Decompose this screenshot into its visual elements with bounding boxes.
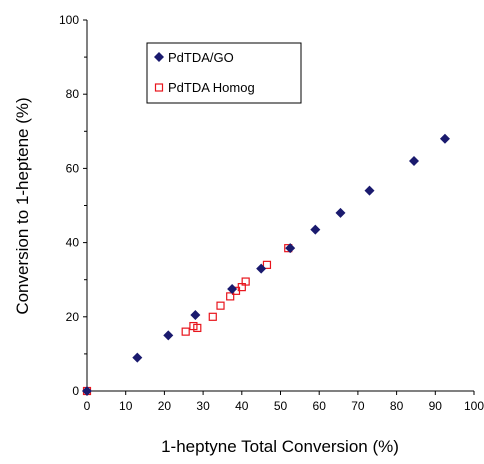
x-tick-label: 40 <box>235 399 249 413</box>
point-pdtda-go <box>256 263 267 274</box>
x-tick-label: 70 <box>351 399 365 413</box>
x-tick-label: 30 <box>196 399 210 413</box>
point-pdtda-homog <box>226 292 235 301</box>
y-tick-label: 80 <box>66 87 80 101</box>
point-pdtda-go <box>285 243 296 254</box>
point-pdtda-go <box>82 386 92 396</box>
x-tick-label: 20 <box>158 399 172 413</box>
y-axis-title: Conversion to 1-heptene (%) <box>13 97 32 314</box>
point-pdtda-go <box>310 224 321 235</box>
legend: PdTDA/GO PdTDA Homog <box>146 42 302 104</box>
point-pdtda-homog <box>208 312 217 321</box>
point-pdtda-go <box>335 207 346 218</box>
legend-label-pdtda-go: PdTDA/GO <box>168 50 234 65</box>
y-tick-label: 60 <box>66 161 80 175</box>
x-tick-label: 0 <box>84 399 91 413</box>
y-tick-label: 20 <box>66 310 80 324</box>
point-pdtda-go <box>190 309 201 320</box>
point-pdtda-go <box>439 133 450 144</box>
point-pdtda-go <box>163 330 174 341</box>
point-pdtda-go <box>132 352 143 363</box>
legend-box <box>146 42 302 104</box>
x-axis-ticks: 0 10 20 30 40 50 60 70 80 90 100 <box>84 391 484 413</box>
series-layer <box>82 133 450 396</box>
point-pdtda-go <box>364 185 375 196</box>
y-axis-ticks: 0 20 40 60 80 100 <box>59 13 87 398</box>
point-pdtda-homog <box>262 260 272 269</box>
x-tick-label: 60 <box>313 399 327 413</box>
legend-marker-pdtda-homog <box>154 83 164 92</box>
point-pdtda-go <box>227 283 238 294</box>
point-pdtda-homog <box>241 277 250 286</box>
x-tick-label: 80 <box>390 399 404 413</box>
point-pdtda-homog <box>181 327 190 336</box>
y-tick-label: 40 <box>66 236 80 250</box>
legend-marker-pdtda-go <box>154 52 164 62</box>
x-tick-label: 90 <box>429 399 443 413</box>
y-tick-label: 100 <box>59 13 79 27</box>
y-tick-label: 0 <box>72 384 79 398</box>
point-pdtda-homog <box>216 301 225 310</box>
x-tick-label: 50 <box>274 399 288 413</box>
legend-label-pdtda-homog: PdTDA Homog <box>168 80 255 95</box>
x-tick-label: 100 <box>464 399 484 413</box>
point-pdtda-go <box>409 155 420 166</box>
point-pdtda-homog <box>193 323 202 333</box>
x-tick-label: 10 <box>119 399 133 413</box>
x-axis-title: 1-heptyne Total Conversion (%) <box>161 437 399 456</box>
